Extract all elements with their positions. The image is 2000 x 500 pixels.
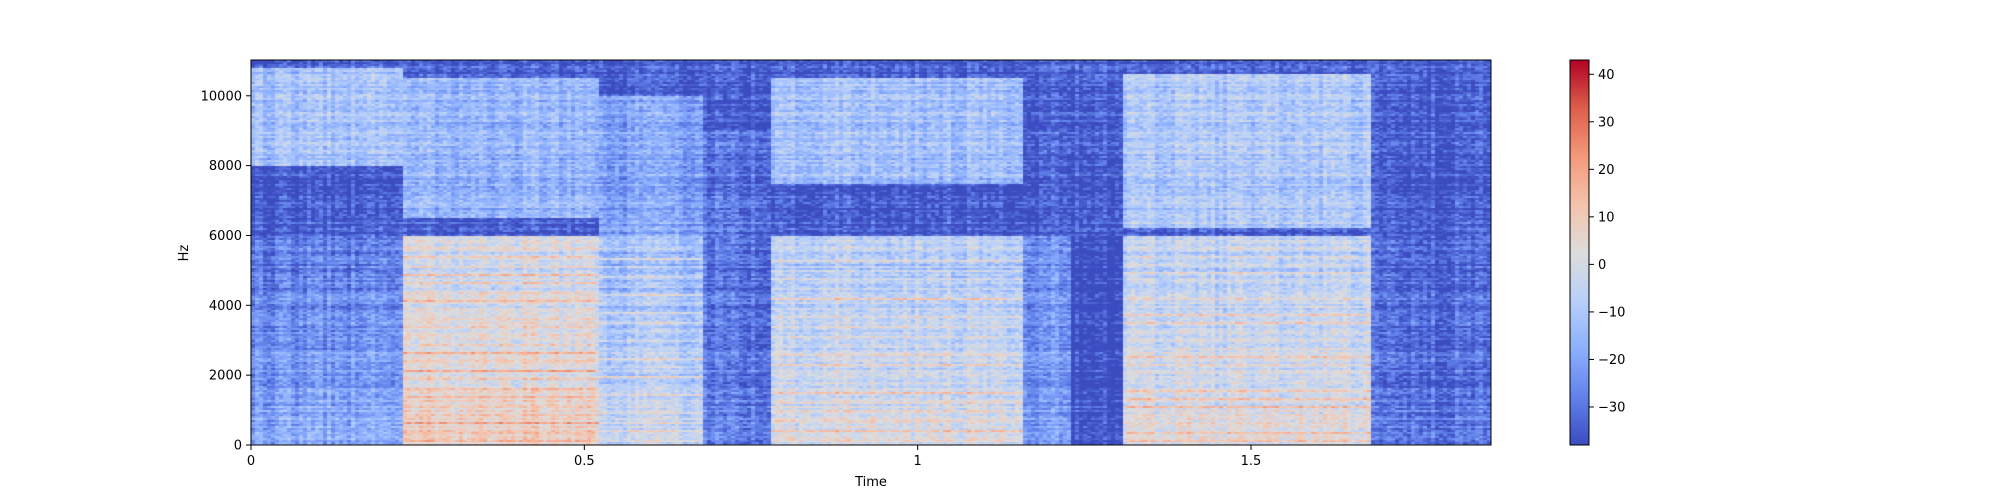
y-axis-ticks: 0 2000 4000 6000 8000 10000 [201, 89, 251, 454]
colorbar-gradient [1570, 60, 1589, 445]
colorbar-frame [1569, 59, 1590, 446]
colorbar-tick-label: 40 [1598, 68, 1615, 83]
y-tick-label: 10000 [201, 89, 242, 104]
x-tick-label: 0.5 [574, 454, 595, 469]
spectrogram-heatmap [251, 60, 1491, 445]
colorbar-tick-label: 30 [1598, 115, 1615, 130]
colorbar-tick-label: 0 [1598, 258, 1606, 273]
y-tick-label: 6000 [209, 229, 242, 244]
colorbar-tick-label: 20 [1598, 163, 1615, 178]
colorbar-tick-label: −10 [1598, 305, 1625, 320]
x-tick-label: 0 [247, 454, 255, 469]
y-tick-label: 0 [234, 439, 242, 454]
plot-frame [250, 59, 1492, 446]
colorbar-ticks: 40 30 20 10 0 −10 −20 −30 [1589, 68, 1625, 415]
y-tick-label: 2000 [209, 369, 242, 384]
x-tick-label: 1 [914, 454, 922, 469]
colorbar-tick-label: 10 [1598, 210, 1615, 225]
x-axis-ticks: 0 0.5 1 1.5 [247, 445, 1261, 469]
y-axis-label: Hz [177, 245, 192, 262]
x-axis-label: Time [854, 475, 887, 490]
colorbar-tick-label: −20 [1598, 353, 1625, 368]
y-tick-label: 8000 [209, 159, 242, 174]
colorbar-tick-label: −30 [1598, 400, 1625, 415]
x-tick-label: 1.5 [1241, 454, 1262, 469]
y-tick-label: 4000 [209, 299, 242, 314]
